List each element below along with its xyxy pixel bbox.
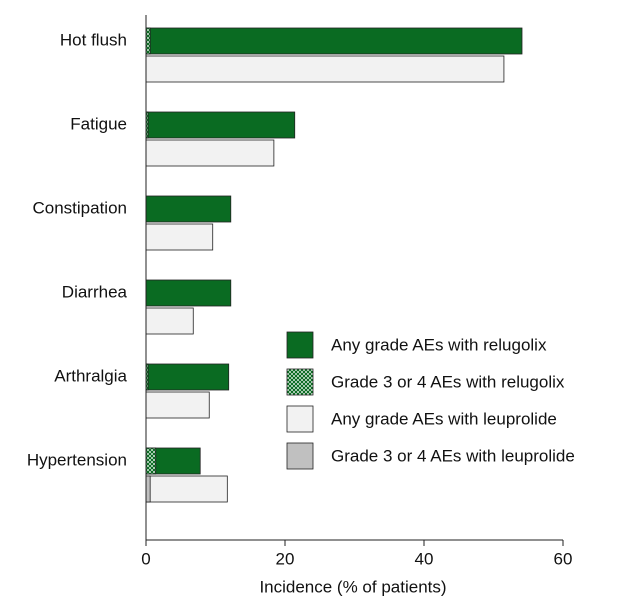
bar <box>145 139 275 167</box>
legend-swatch <box>286 405 314 433</box>
legend-label: Any grade AEs with relugolix <box>331 335 547 354</box>
bar <box>145 391 210 419</box>
bar <box>145 475 151 503</box>
bar <box>145 195 232 223</box>
bar <box>145 55 505 83</box>
bar <box>145 27 151 55</box>
bar <box>145 223 214 251</box>
bar <box>145 27 523 55</box>
bar <box>145 363 230 391</box>
legend-swatch <box>286 368 314 396</box>
x-tick-label: 20 <box>276 549 295 568</box>
legend-label: Any grade AEs with leuprolide <box>331 409 557 428</box>
bar <box>145 279 232 307</box>
y-tick-label: Hot flush <box>60 30 127 49</box>
legend-label: Grade 3 or 4 AEs with leuprolide <box>331 446 575 465</box>
legend-label: Grade 3 or 4 AEs with relugolix <box>331 372 565 391</box>
x-tick-label: 60 <box>554 549 573 568</box>
legend-swatch <box>286 442 314 470</box>
bar <box>145 475 228 503</box>
y-tick-label: Diarrhea <box>62 282 128 301</box>
x-axis-label: Incidence (% of patients) <box>259 577 446 596</box>
y-tick-label: Fatigue <box>70 114 127 133</box>
y-tick-label: Constipation <box>32 198 127 217</box>
bar <box>145 447 157 475</box>
x-tick-label: 40 <box>415 549 434 568</box>
bar <box>145 307 194 335</box>
legend-swatch <box>286 331 314 359</box>
y-tick-label: Hypertension <box>27 450 127 469</box>
y-tick-label: Arthralgia <box>54 366 127 385</box>
bar <box>145 111 296 139</box>
x-tick-label: 0 <box>141 549 150 568</box>
